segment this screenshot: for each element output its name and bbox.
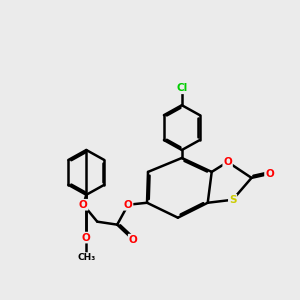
Text: O: O <box>79 200 88 210</box>
Text: CH₃: CH₃ <box>77 253 95 262</box>
Text: S: S <box>229 195 236 205</box>
Text: O: O <box>82 232 91 243</box>
Text: O: O <box>223 157 232 167</box>
Text: O: O <box>124 200 133 210</box>
Text: Cl: Cl <box>176 83 188 93</box>
Text: O: O <box>129 235 137 244</box>
Text: O: O <box>265 169 274 179</box>
